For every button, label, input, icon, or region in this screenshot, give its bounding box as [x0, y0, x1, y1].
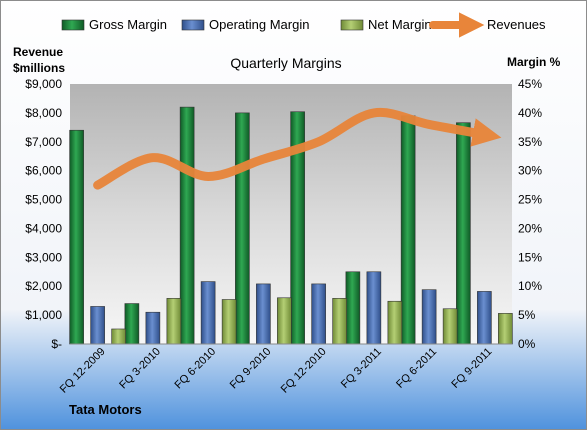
right-tick-label: 45%	[518, 77, 542, 91]
bar-operating-margin	[200, 281, 216, 345]
left-tick-label: $8,000	[25, 106, 62, 120]
bar-gross-margin	[345, 271, 361, 345]
bar-net-margin	[442, 308, 458, 345]
revenue-line-path	[93, 107, 502, 190]
bar-operating-margin	[311, 283, 326, 345]
bar-net-margin	[111, 328, 126, 345]
revenue-line	[93, 107, 502, 190]
right-tick-label: 25%	[518, 193, 542, 207]
right-axis-ticks: 0% 5% 10% 15% 20% 25% 30% 35% 40% 45%	[518, 77, 542, 351]
bar-operating-margin	[366, 271, 382, 345]
bar-net-margin	[277, 297, 292, 345]
chart-title: Quarterly Margins	[230, 55, 341, 71]
left-axis-ticks: $- $1,000 $2,000 $3,000 $4,000 $5,000 $6,000 $7…	[25, 77, 62, 351]
bar-net-margin	[498, 313, 513, 345]
left-axis-title-line1: Revenue	[13, 45, 63, 59]
bar-gross-margin	[69, 129, 84, 345]
legend-label-operating-margin: Operating Margin	[209, 17, 309, 32]
left-tick-label: $4,000	[25, 221, 62, 235]
bar-net-margin	[166, 298, 182, 345]
legend-swatch-operating-margin	[181, 19, 205, 31]
legend: Gross Margin Operating Margin Net Margin Re…	[61, 12, 546, 38]
legend-label-revenues: Revenues	[487, 17, 546, 32]
left-tick-label: $7,000	[25, 135, 62, 149]
right-tick-label: 10%	[518, 279, 542, 293]
right-tick-label: 15%	[518, 250, 542, 264]
left-tick-label: $9,000	[25, 77, 62, 91]
legend-label-gross-margin: Gross Margin	[89, 17, 167, 32]
bar-operating-margin	[256, 283, 271, 345]
legend-swatch-net-margin	[340, 19, 364, 31]
bar-net-margin	[387, 300, 403, 345]
bar-operating-margin	[421, 289, 437, 345]
left-tick-label: $1,000	[25, 308, 62, 322]
left-tick-label: $3,000	[25, 250, 62, 264]
bars	[69, 106, 513, 345]
bar-net-margin	[221, 299, 237, 345]
bar-net-margin	[332, 298, 347, 345]
left-tick-label: $5,000	[25, 193, 62, 207]
right-tick-label: 5%	[518, 308, 536, 322]
left-tick-label: $6,000	[25, 164, 62, 178]
bar-operating-margin	[90, 306, 105, 345]
right-tick-label: 20%	[518, 221, 542, 235]
company-label: Tata Motors	[69, 402, 142, 417]
left-tick-label: $2,000	[25, 279, 62, 293]
left-tick-label: $-	[51, 337, 62, 351]
bar-operating-margin	[477, 291, 492, 345]
legend-label-net-margin: Net Margin	[368, 17, 432, 32]
bar-gross-margin	[400, 115, 416, 345]
right-tick-label: 35%	[518, 135, 542, 149]
bar-gross-margin	[179, 106, 195, 345]
right-axis-title: Margin %	[507, 55, 561, 69]
legend-swatch-gross-margin	[61, 19, 85, 31]
right-tick-label: 30%	[518, 164, 542, 178]
right-tick-label: 0%	[518, 337, 536, 351]
bar-gross-margin	[235, 112, 250, 345]
bar-gross-margin	[456, 122, 471, 345]
bar-operating-margin	[145, 311, 161, 345]
left-axis-title-line2: $millions	[13, 61, 65, 75]
right-tick-label: 40%	[518, 106, 542, 120]
bar-gross-margin	[124, 303, 140, 345]
